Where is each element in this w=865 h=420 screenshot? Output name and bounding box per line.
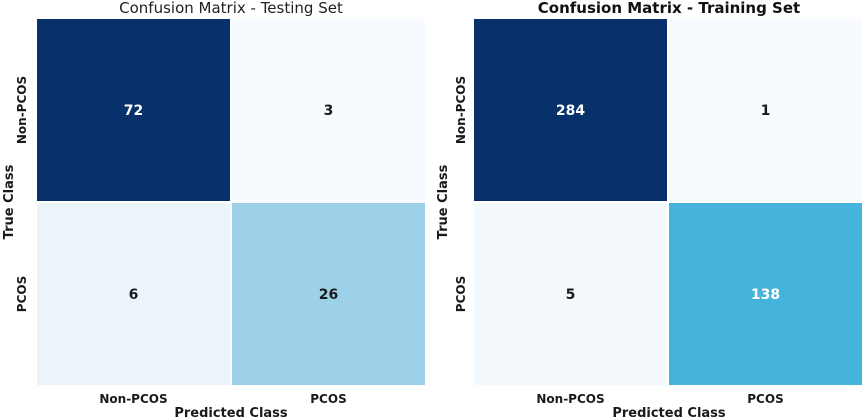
- y-tick-label: Non-PCOS: [454, 76, 468, 144]
- cell-value-label: 138: [751, 287, 780, 303]
- matrix-cell: [35, 17, 232, 203]
- matrix-cell: [35, 201, 232, 387]
- x-axis-label: Predicted Class: [612, 406, 726, 420]
- matrix-cell: [667, 17, 864, 203]
- y-axis-label: True Class: [436, 164, 451, 239]
- cell-value-label: 72: [124, 103, 143, 119]
- cell-value-label: 1: [761, 103, 771, 119]
- matrix-cell: [472, 201, 669, 387]
- chart-title: Confusion Matrix - Testing Set: [119, 0, 343, 17]
- cell-value-label: 3: [324, 103, 334, 119]
- training-matrix-panel: Confusion Matrix - Training Set True Cla…: [435, 0, 865, 420]
- training-confusion-matrix: Confusion Matrix - Training Set True Cla…: [436, 0, 864, 420]
- x-tick-label: Non-PCOS: [99, 392, 167, 406]
- cell-value-label: 5: [566, 287, 576, 303]
- x-axis-label: Predicted Class: [174, 406, 288, 420]
- cell-value-label: 6: [129, 287, 139, 303]
- matrix-cell: [230, 201, 427, 387]
- chart-title: Confusion Matrix - Training Set: [538, 0, 800, 17]
- y-tick-label: PCOS: [15, 276, 29, 312]
- y-tick-label: PCOS: [454, 276, 468, 312]
- x-tick-label: PCOS: [310, 392, 346, 406]
- matrix-cell: [667, 201, 864, 387]
- x-tick-label: Non-PCOS: [536, 392, 604, 406]
- x-tick-label: PCOS: [747, 392, 783, 406]
- cell-value-label: 26: [319, 287, 338, 303]
- y-tick-label: Non-PCOS: [15, 76, 29, 144]
- testing-matrix-panel: Confusion Matrix - Testing Set True Clas…: [2, 0, 427, 420]
- matrix-cell: [230, 17, 427, 203]
- y-axis-label: True Class: [2, 164, 17, 239]
- cell-value-label: 284: [556, 103, 585, 119]
- testing-confusion-matrix: Confusion Matrix - Testing Set True Clas…: [2, 0, 427, 420]
- matrix-cell: [472, 17, 669, 203]
